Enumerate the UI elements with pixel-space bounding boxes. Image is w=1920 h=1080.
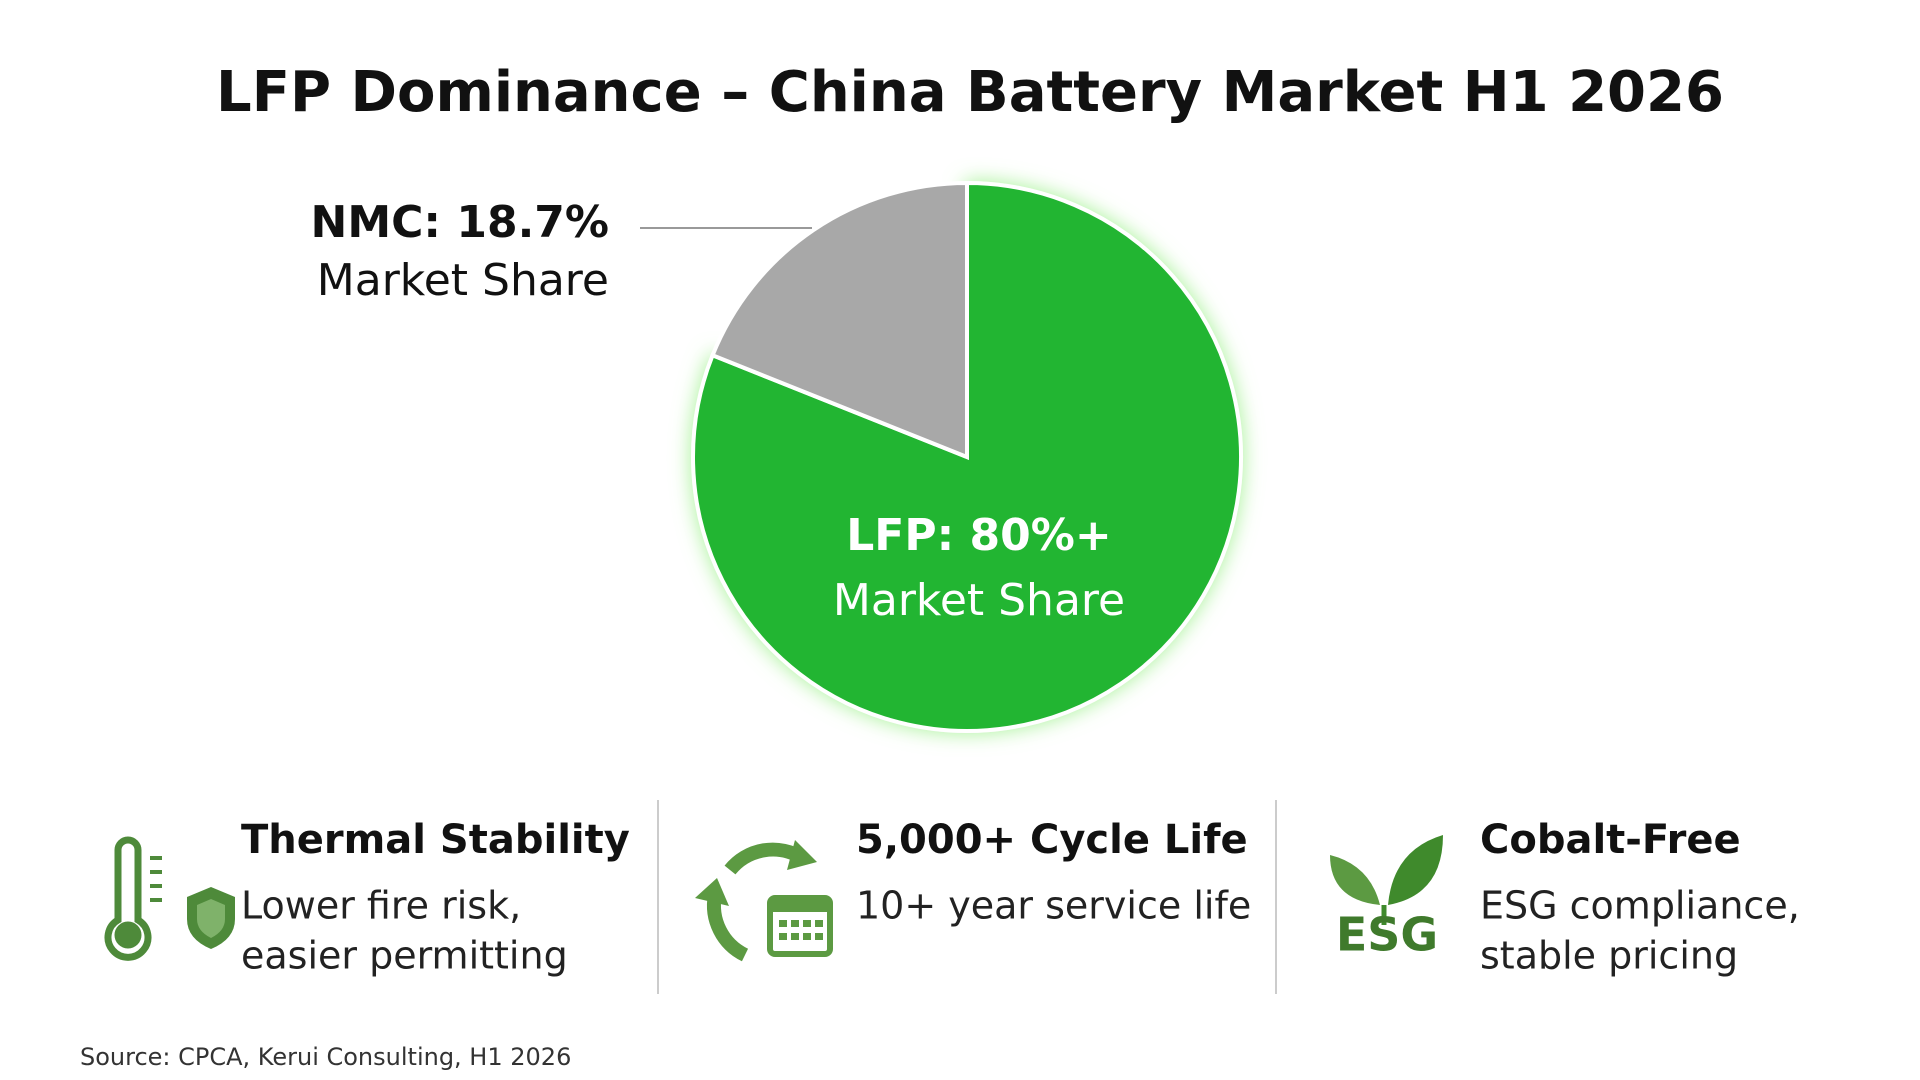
chart-title: LFP Dominance – China Battery Market H1 … [216,60,1724,125]
thermal-icon [104,836,235,961]
feature-title: Thermal Stability [241,817,630,863]
source: Source: CPCA, Kerui Consulting, H1 2026 [80,1043,571,1071]
feature-text: stable pricing [1480,934,1738,978]
esg-icon: ESG [1330,835,1443,962]
slice-sublabel: Market Share [317,255,609,306]
pie [691,180,1243,733]
slice-sublabel: Market Share [833,575,1125,626]
feature-text: easier permitting [241,934,568,978]
slice-label: LFP: 80%+ [846,510,1111,561]
esg-text: ESG [1336,908,1438,962]
feature-title: 5,000+ Cycle Life [856,817,1248,863]
pie-slice [709,180,969,460]
feature-title: Cobalt-Free [1480,817,1741,863]
cycle-icon [695,840,833,962]
feature-text: 10+ year service life [856,884,1251,928]
feature-text: ESG compliance, [1480,884,1800,928]
feature-text: Lower fire risk, [241,884,521,928]
slice-label: NMC: 18.7% [311,197,609,248]
